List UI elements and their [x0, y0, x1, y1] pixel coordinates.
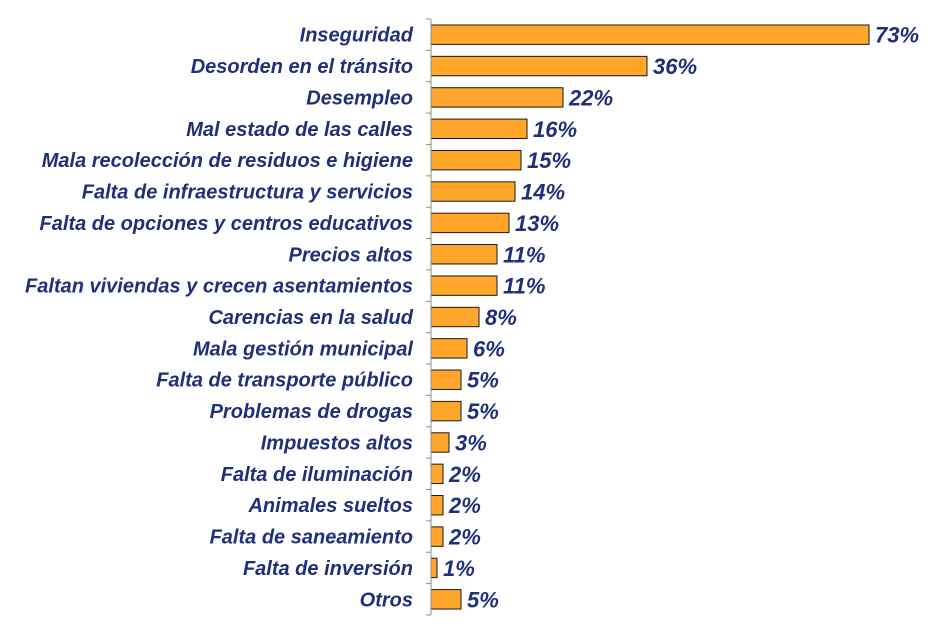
value-label: 2%: [448, 462, 481, 487]
value-label: 5%: [467, 399, 499, 424]
value-label: 2%: [448, 525, 481, 550]
value-label: 16%: [533, 117, 577, 142]
bar: [430, 495, 444, 516]
value-label: 14%: [521, 180, 565, 205]
category-label: Inseguridad: [300, 25, 414, 47]
category-label: Animales sueltos: [247, 495, 413, 517]
value-label: 1%: [443, 556, 475, 581]
bar: [430, 149, 522, 171]
bar: [430, 275, 498, 296]
category-label: Mala gestión municipal: [193, 338, 413, 360]
bar: [430, 526, 444, 547]
bar: [430, 557, 438, 579]
category-label: Falta de infraestructura y servicios: [82, 182, 413, 204]
bar: [430, 87, 564, 108]
category-label: Carencias en la salud: [208, 307, 413, 329]
category-label: Impuestos altos: [261, 432, 413, 454]
bar: [430, 212, 510, 234]
bar: [430, 369, 462, 390]
bar: [430, 432, 450, 453]
bar: [430, 338, 468, 359]
category-axis: [426, 18, 432, 616]
category-label: Falta de inversión: [243, 558, 413, 580]
value-label: 2%: [448, 493, 481, 518]
value-label: 73%: [875, 23, 919, 48]
value-label: 15%: [527, 148, 571, 173]
value-label: 6%: [473, 336, 505, 361]
value-label: 22%: [568, 85, 613, 110]
value-label: 5%: [467, 368, 499, 393]
category-label: Falta de transporte público: [156, 370, 413, 392]
value-label: 5%: [467, 587, 499, 612]
category-label: Problemas de drogas: [210, 401, 413, 423]
category-label: Falta de iluminación: [221, 464, 413, 486]
category-label: Falta de opciones y centros educativos: [40, 213, 413, 235]
category-label: Otros: [360, 589, 413, 611]
bar: [430, 463, 444, 485]
category-label: Faltan viviendas y crecen asentamientos: [25, 276, 413, 298]
value-labels: 73% 36% 22% 16% 15% 14% 13% 11% 11% 8% 6% 5% 5% 3% 2% 2…: [443, 23, 919, 613]
category-labels: Inseguridad Desorden en el tránsito Desemp…: [25, 25, 414, 612]
bar: [430, 55, 648, 77]
category-label: Desorden en el tránsito: [191, 56, 413, 78]
bar: [430, 589, 462, 610]
value-label: 8%: [485, 305, 517, 330]
bar: [430, 24, 870, 45]
category-label: Precios altos: [288, 244, 413, 266]
value-label: 3%: [455, 430, 487, 455]
category-label: Mala recolección de residuos e higiene: [42, 150, 413, 172]
bar: [430, 306, 480, 328]
value-label: 36%: [653, 54, 697, 79]
category-label: Mal estado de las calles: [186, 119, 413, 141]
category-label: Falta de saneamiento: [210, 527, 413, 549]
bar: [430, 400, 462, 422]
bar: [430, 181, 516, 202]
bar: [430, 244, 498, 265]
value-label: 11%: [503, 242, 545, 267]
value-label: 11%: [503, 274, 545, 299]
category-label: Desempleo: [306, 87, 413, 109]
value-label: 13%: [515, 211, 559, 236]
bar: [430, 118, 528, 139]
